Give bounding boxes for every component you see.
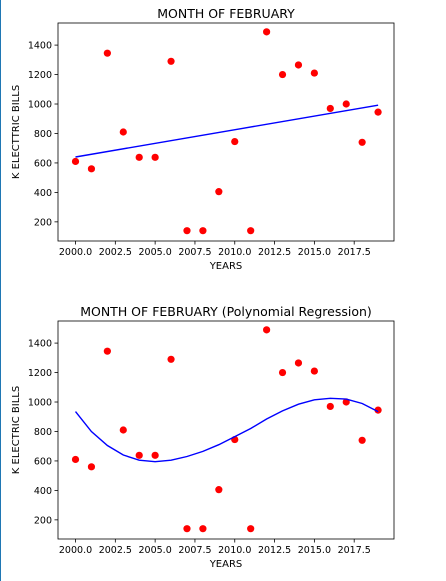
x-tick-label: 2007.5 xyxy=(178,247,211,258)
data-point xyxy=(151,451,159,459)
y-tick-label: 600 xyxy=(34,456,52,467)
x-tick-label: 2012.5 xyxy=(258,247,291,258)
x-tick-label: 2017.5 xyxy=(338,545,371,556)
chart-title: MONTH OF FEBRUARY xyxy=(157,6,295,21)
x-tick-label: 2010.0 xyxy=(218,247,251,258)
y-tick-label: 200 xyxy=(34,217,52,228)
x-axis-label: YEARS xyxy=(209,559,243,570)
data-point xyxy=(135,153,143,161)
y-tick-label: 400 xyxy=(34,188,52,199)
x-tick-label: 2010.0 xyxy=(218,545,251,556)
x-tick-label: 2005.0 xyxy=(139,545,172,556)
x-tick-label: 2015.0 xyxy=(298,545,331,556)
regression-line xyxy=(75,104,379,158)
y-tick-label: 200 xyxy=(34,515,52,526)
data-point xyxy=(183,227,191,235)
data-point xyxy=(199,525,207,533)
y-tick-label: 800 xyxy=(34,427,52,438)
data-point xyxy=(294,359,303,367)
data-point xyxy=(199,227,207,235)
y-tick-label: 800 xyxy=(34,129,52,140)
x-tick-label: 2002.5 xyxy=(99,545,132,556)
data-point xyxy=(167,355,175,363)
data-point xyxy=(263,326,271,334)
data-point xyxy=(215,486,223,494)
x-tick-label: 2002.5 xyxy=(99,247,132,258)
y-tick-label: 1400 xyxy=(28,41,52,52)
data-point xyxy=(310,367,318,375)
data-point xyxy=(215,188,223,196)
y-tick-label: 1400 xyxy=(28,339,52,350)
data-point xyxy=(358,436,366,444)
data-point xyxy=(103,347,111,355)
plot-area-frame xyxy=(57,320,395,540)
y-tick-label: 400 xyxy=(34,486,52,497)
y-tick-label: 1200 xyxy=(28,70,52,81)
y-tick-label: 1200 xyxy=(28,368,52,379)
data-point xyxy=(87,165,96,173)
data-point xyxy=(278,368,287,377)
x-tick-label: 2017.5 xyxy=(338,247,371,258)
left-edge-line xyxy=(0,0,1,581)
y-axis-label: K ELECTTRIC BILLS xyxy=(11,85,22,179)
data-point xyxy=(231,137,239,146)
data-point xyxy=(247,227,255,235)
data-point xyxy=(151,153,159,161)
x-tick-label: 2015.0 xyxy=(298,247,331,258)
x-tick-label: 2000.0 xyxy=(59,247,92,258)
data-point xyxy=(374,108,382,116)
chart-title: MONTH OF FEBRUARY (Polynomial Regression… xyxy=(80,304,372,319)
data-point xyxy=(167,57,175,65)
data-point xyxy=(103,49,111,57)
x-tick-label: 2005.0 xyxy=(139,247,172,258)
data-point xyxy=(119,128,127,136)
y-tick-label: 1000 xyxy=(28,100,52,111)
y-axis-label: K ELECTRIC BILLS xyxy=(11,386,22,474)
x-axis-label: YEARS xyxy=(209,261,243,272)
data-point xyxy=(183,525,191,533)
y-tick-label: 600 xyxy=(34,158,52,169)
plot-area-frame xyxy=(57,22,395,242)
data-point xyxy=(87,463,96,471)
data-point xyxy=(71,455,80,464)
x-tick-label: 2007.5 xyxy=(178,545,211,556)
x-tick-label: 2012.5 xyxy=(258,545,291,556)
regression-line xyxy=(74,397,379,463)
data-point xyxy=(135,451,143,459)
data-point xyxy=(358,138,366,146)
data-point xyxy=(294,61,303,69)
x-tick-label: 2000.0 xyxy=(59,545,92,556)
data-point xyxy=(119,426,127,434)
data-point xyxy=(278,70,287,79)
data-point xyxy=(263,28,271,36)
y-tick-label: 1000 xyxy=(28,398,52,409)
data-point xyxy=(247,525,255,533)
data-point xyxy=(342,100,350,108)
data-point xyxy=(374,406,382,414)
data-point xyxy=(326,402,334,411)
data-point xyxy=(71,157,80,166)
data-point xyxy=(326,104,334,113)
data-point xyxy=(310,69,318,77)
